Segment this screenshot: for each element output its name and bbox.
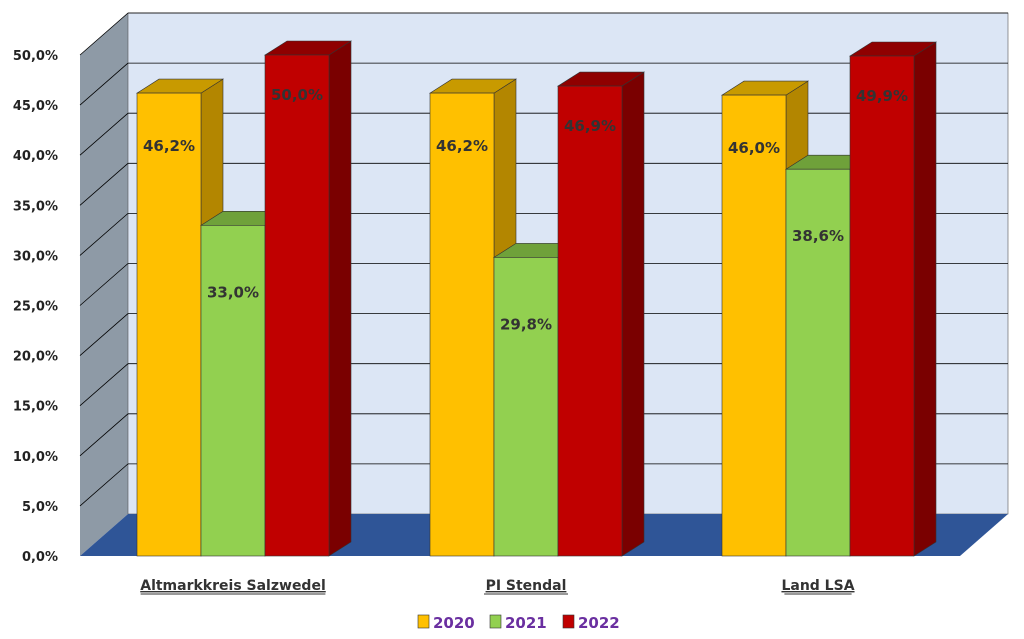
gridline-depth [79, 62, 129, 106]
y-tick-label: 35,0% [13, 199, 58, 214]
x-axis: Altmarkkreis Salzwedel PI Stendal Land LSA [140, 578, 855, 595]
data-label: 46,0% [728, 139, 780, 157]
data-label: 46,2% [143, 137, 195, 155]
y-tick-label: 10,0% [13, 450, 58, 465]
y-tick-label: 5,0% [22, 500, 58, 515]
data-label: 46,2% [436, 137, 488, 155]
bar-side [621, 71, 645, 557]
bar-side [913, 41, 937, 557]
x-category-label: Altmarkkreis Salzwedel [140, 578, 326, 594]
legend-label: 2021 [505, 614, 547, 632]
bar-2022-2: 49,9% [848, 41, 938, 557]
y-tick-label: 20,0% [13, 350, 58, 365]
y-tick-label: 50,0% [13, 49, 58, 64]
y-tick-label: 40,0% [13, 149, 58, 164]
bar-front [721, 94, 787, 557]
data-label: 29,8% [500, 315, 552, 333]
gridline-depth [79, 263, 129, 306]
legend-swatch [489, 614, 502, 629]
y-tick-label: 45,0% [13, 99, 58, 114]
bar-front [493, 257, 559, 557]
bar-front [264, 54, 330, 557]
x-category-label: Land LSA [781, 578, 854, 594]
y-tick-label: 15,0% [13, 400, 58, 415]
y-tick-label: 25,0% [13, 300, 58, 315]
bar-front [200, 225, 266, 557]
legend-item-2021: 2021 [489, 614, 547, 632]
bar-2022-1: 46,9% [556, 71, 646, 557]
data-label: 38,6% [792, 227, 844, 245]
gridline-depth [79, 213, 129, 256]
legend-label: 2022 [578, 614, 620, 632]
gridline-depth [79, 413, 129, 457]
legend-item-2022: 2022 [562, 614, 620, 632]
data-label: 49,9% [856, 87, 908, 105]
bars: 46,2% 33,0% 50,0% 46,2% 29,8% 46,9% 46,0% 38,6%… [135, 40, 938, 557]
legend-swatch [562, 614, 575, 629]
gridline-depth [79, 463, 129, 507]
x-category-label: PI Stendal [486, 578, 567, 594]
gridline-depth [79, 313, 129, 356]
bar-front [785, 168, 851, 557]
gridline-depth [79, 112, 129, 156]
data-label: 50,0% [271, 86, 323, 104]
gridline-depth [79, 162, 129, 206]
data-label: 33,0% [207, 283, 259, 301]
legend-item-2020: 2020 [417, 614, 475, 632]
bar-front [429, 92, 495, 557]
legend: 2020 2021 2022 [417, 614, 620, 632]
bar-2022-0: 50,0% [263, 40, 353, 557]
bar-front [136, 92, 202, 557]
legend-label: 2020 [433, 614, 475, 632]
gridline-depth [79, 363, 129, 407]
bar-front [557, 85, 623, 557]
y-axis: 0,0% 5,0% 10,0% 15,0% 20,0% 25,0% 30,0% 35,0% 40… [13, 49, 58, 565]
bar-side [328, 40, 352, 557]
bar-front [849, 55, 915, 557]
data-label: 46,9% [564, 117, 616, 135]
y-tick-label: 30,0% [13, 249, 58, 264]
y-tick-label: 0,0% [22, 550, 58, 565]
legend-swatch [417, 614, 430, 629]
gridline-depth [79, 12, 129, 56]
